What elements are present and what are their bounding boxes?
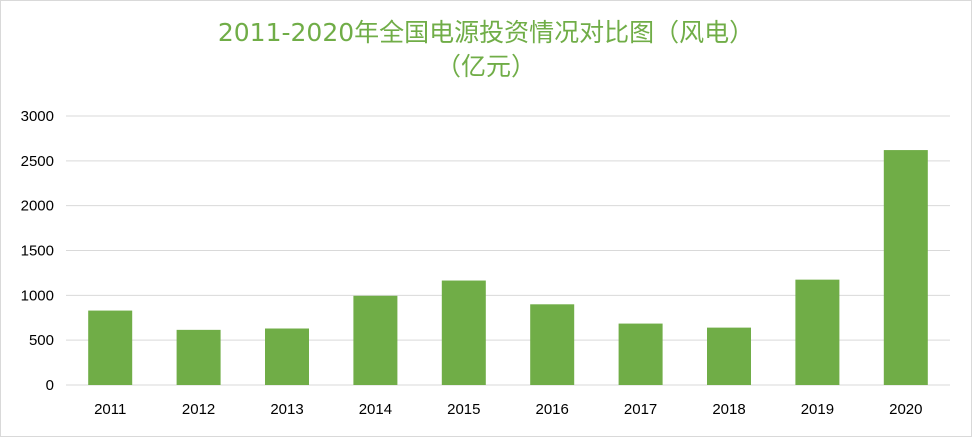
x-tick-label: 2016 bbox=[536, 401, 569, 418]
x-tick-label: 2020 bbox=[889, 401, 922, 418]
y-tick-label: 0 bbox=[46, 377, 54, 394]
bar-2016 bbox=[530, 304, 575, 385]
chart-title: 2011-2020年全国电源投资情况对比图（风电） bbox=[217, 18, 755, 47]
bar-2019 bbox=[795, 279, 840, 385]
bar-2014 bbox=[353, 295, 398, 385]
x-tick-label: 2014 bbox=[359, 401, 392, 418]
x-tick-label: 2011 bbox=[94, 401, 126, 418]
chart-subtitle: （亿元） bbox=[435, 52, 536, 81]
bar-2015 bbox=[441, 280, 486, 385]
bar-2017 bbox=[618, 323, 663, 385]
bar-2020 bbox=[883, 150, 928, 385]
y-tick-labels: 0 500 1000 1500 2000 2500 3000 bbox=[21, 108, 54, 394]
y-tick-label: 1500 bbox=[21, 243, 54, 260]
x-tick-labels: 2011 2012 2013 2014 2015 2016 2017 2018 2019 2020 bbox=[94, 401, 922, 418]
bar-2011 bbox=[88, 310, 133, 385]
bar-2012 bbox=[176, 329, 221, 385]
y-tick-label: 2500 bbox=[21, 153, 54, 170]
bars bbox=[88, 150, 928, 385]
x-tick-label: 2017 bbox=[624, 401, 657, 418]
x-tick-label: 2013 bbox=[270, 401, 303, 418]
y-tick-label: 1000 bbox=[21, 287, 54, 304]
x-tick-label: 2015 bbox=[447, 401, 480, 418]
y-tick-label: 2000 bbox=[21, 198, 54, 215]
bar-2018 bbox=[707, 327, 751, 385]
x-tick-label: 2018 bbox=[712, 401, 745, 418]
y-tick-label: 3000 bbox=[21, 108, 54, 125]
x-tick-label: 2012 bbox=[182, 401, 215, 418]
bar-2013 bbox=[265, 328, 309, 385]
x-tick-label: 2019 bbox=[801, 401, 834, 418]
y-tick-label: 500 bbox=[29, 332, 54, 349]
